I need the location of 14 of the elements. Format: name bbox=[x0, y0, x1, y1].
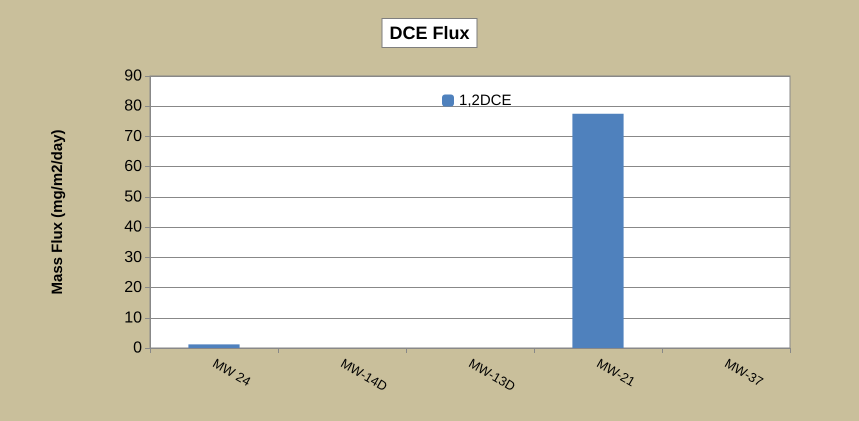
y-tick-label: 40 bbox=[124, 218, 142, 236]
y-tick-label: 80 bbox=[124, 98, 142, 115]
y-tick-label: 50 bbox=[124, 188, 142, 206]
y-tick-label: 20 bbox=[124, 279, 142, 296]
chart-title: DCE Flux bbox=[389, 23, 470, 43]
legend-label: 1,2DCE bbox=[459, 92, 512, 109]
y-tick-label: 10 bbox=[124, 309, 142, 326]
y-tick-label: 30 bbox=[124, 248, 142, 266]
y-axis-title: Mass Flux (mg/m2/day) bbox=[49, 129, 66, 295]
y-tick-label: 60 bbox=[124, 158, 142, 176]
y-tick-label: 0 bbox=[133, 340, 142, 356]
y-tick-label: 70 bbox=[124, 128, 142, 145]
x-tick-label: MW 24 bbox=[210, 356, 254, 390]
y-tick-label: 90 bbox=[124, 68, 142, 84]
